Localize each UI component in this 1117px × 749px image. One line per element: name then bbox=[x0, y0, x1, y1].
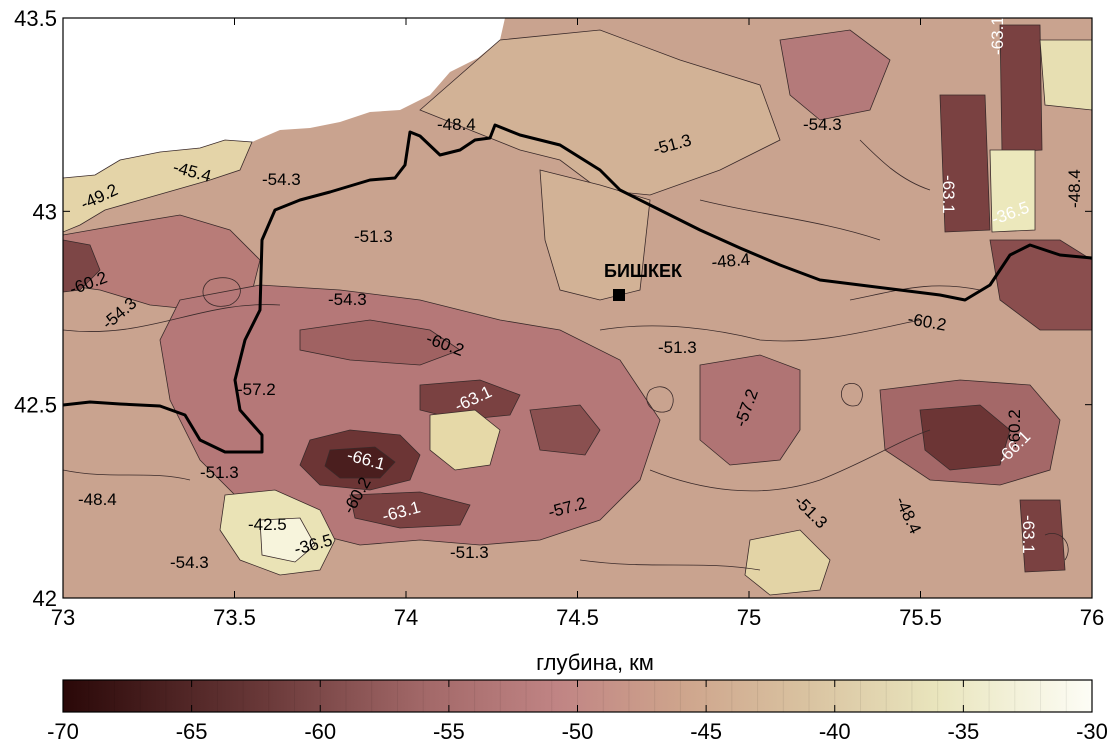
colorbar-label: глубина, км bbox=[536, 650, 654, 675]
light-zone-north bbox=[419, 29, 781, 196]
deep-column-se bbox=[1019, 499, 1066, 573]
colorbar-tick-label: -55 bbox=[433, 719, 465, 744]
contour-label: -51.3 bbox=[200, 463, 239, 482]
y-tick-label: 42 bbox=[33, 586, 57, 611]
contour-label: -63.1 bbox=[939, 175, 958, 214]
mid-zone-east-3 bbox=[989, 239, 1092, 331]
contour-label: -42.5 bbox=[248, 515, 287, 534]
no-data-area bbox=[63, 18, 505, 178]
light-zone-sw-core bbox=[259, 517, 316, 563]
light-zone-se bbox=[744, 529, 831, 596]
contour-lines bbox=[63, 139, 1069, 571]
mid-zone-south bbox=[159, 284, 661, 546]
contour-label: -57.2 bbox=[237, 380, 276, 399]
colorbar-tick-label: -30 bbox=[1076, 719, 1108, 744]
colorbar-ticks: -70 -65 -60 -55 -50 -45 -40 -35 -30 bbox=[47, 680, 1108, 744]
x-tick-label: 75.5 bbox=[899, 605, 942, 630]
contour-label: -48.4 bbox=[78, 490, 117, 509]
colorbar-tick-label: -40 bbox=[819, 719, 851, 744]
colorbar-tick-label: -70 bbox=[47, 719, 79, 744]
colorbar-tick-label: -65 bbox=[176, 719, 208, 744]
colorbar-steps bbox=[88, 680, 1067, 712]
deep-pocket-5 bbox=[299, 319, 461, 366]
mid-zone-north-east bbox=[779, 29, 891, 121]
colorbar-tick-label: -50 bbox=[562, 719, 594, 744]
deep-pocket-2 bbox=[419, 379, 521, 421]
light-zone-center-south bbox=[429, 409, 501, 471]
x-axis: 73 73.5 74 74.5 75 75.5 76 bbox=[51, 18, 1104, 630]
deep-column-ne-1 bbox=[939, 94, 991, 233]
y-tick-label: 43.5 bbox=[14, 6, 57, 31]
contour-label: -54.3 bbox=[803, 115, 842, 134]
deep-pocket-east bbox=[919, 404, 1011, 471]
x-tick-label: 74.5 bbox=[556, 605, 599, 630]
y-tick-label: 42.5 bbox=[14, 393, 57, 418]
contour-label: -48.4 bbox=[1065, 169, 1084, 208]
contour-label: -60.2 bbox=[1005, 409, 1024, 448]
colorbar-tick-label: -60 bbox=[304, 719, 336, 744]
x-tick-label: 74 bbox=[394, 605, 418, 630]
deep-column-ne-2 bbox=[999, 24, 1043, 153]
contour-label: -63.1 bbox=[1019, 515, 1038, 554]
depth-map-plot: -63.1-48.4 -54.3-51.3-45.4-49.2-54.3 -63.1… bbox=[63, 16, 1092, 598]
contour-label: -48.4 bbox=[437, 115, 476, 134]
x-tick-label: 75 bbox=[737, 605, 761, 630]
deep-pocket-4 bbox=[529, 404, 601, 456]
colorbar-tick-label: -35 bbox=[947, 719, 979, 744]
x-tick-label: 76 bbox=[1080, 605, 1104, 630]
x-tick-label: 73.5 bbox=[213, 605, 256, 630]
deep-zone-west bbox=[63, 239, 101, 293]
light-zone-nw bbox=[63, 139, 253, 233]
mid-zone-east-1 bbox=[699, 354, 801, 466]
contour-label: -51.3 bbox=[450, 543, 489, 562]
light-zone-ne-corner bbox=[1039, 39, 1092, 111]
y-tick-label: 43 bbox=[33, 199, 57, 224]
y-axis: 42 42.5 43 43.5 bbox=[14, 6, 1092, 611]
contour-label: -54.3 bbox=[262, 170, 301, 189]
city-label: БИШКЕК bbox=[604, 261, 683, 281]
light-column-ne bbox=[989, 149, 1036, 233]
x-tick-label: 73 bbox=[51, 605, 75, 630]
contour-label: -51.3 bbox=[354, 227, 393, 246]
contour-label: -54.3 bbox=[328, 290, 367, 309]
city-marker-icon bbox=[613, 289, 625, 301]
deep-pocket-3 bbox=[349, 491, 471, 529]
contour-label: -48.4 bbox=[711, 250, 751, 272]
colorbar-tick-label: -45 bbox=[690, 719, 722, 744]
contour-label: -63.1 bbox=[988, 16, 1007, 55]
contour-label: -51.3 bbox=[658, 338, 697, 357]
deep-pocket-1-core bbox=[324, 446, 396, 479]
border-line bbox=[63, 123, 1092, 454]
contour-label: -54.3 bbox=[170, 553, 209, 572]
